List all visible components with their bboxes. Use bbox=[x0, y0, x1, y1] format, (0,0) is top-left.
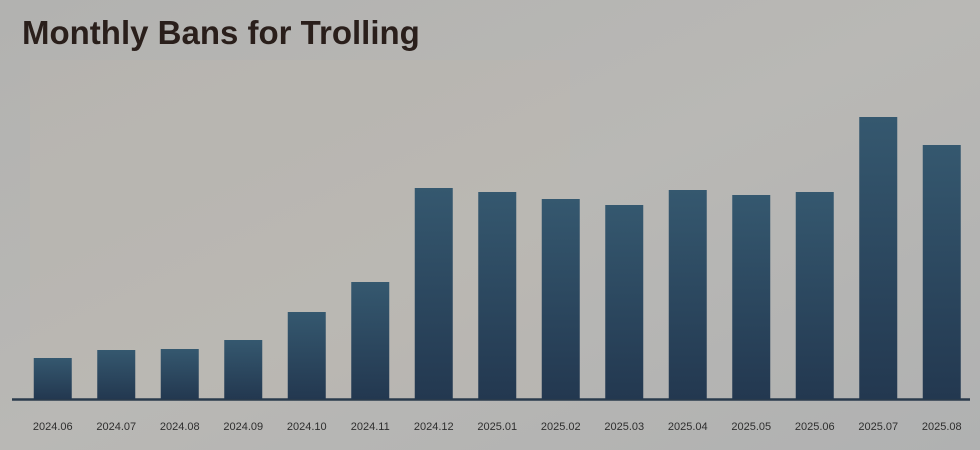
bar bbox=[97, 350, 136, 399]
x-tick-label: 2024.09 bbox=[223, 421, 263, 433]
x-tick-label: 2024.11 bbox=[351, 421, 390, 433]
x-tick-label: 2025.08 bbox=[922, 421, 962, 433]
bar bbox=[224, 340, 263, 399]
x-tick-label: 2024.12 bbox=[414, 421, 454, 433]
x-tick-label: 2025.05 bbox=[731, 421, 771, 433]
bar bbox=[287, 312, 326, 399]
bar bbox=[478, 192, 517, 399]
bar bbox=[414, 188, 453, 399]
bar bbox=[351, 282, 390, 399]
x-tick-label: 2025.06 bbox=[795, 421, 835, 433]
x-tick-label: 2024.07 bbox=[96, 421, 136, 433]
bar bbox=[668, 190, 707, 399]
x-tick-label: 2025.01 bbox=[477, 421, 517, 433]
bar bbox=[541, 199, 580, 399]
bar bbox=[922, 145, 961, 399]
bar bbox=[732, 195, 771, 399]
x-tick-label: 2024.10 bbox=[287, 421, 327, 433]
x-tick-label: 2025.04 bbox=[668, 421, 708, 433]
bar bbox=[160, 349, 199, 399]
x-tick-label: 2025.02 bbox=[541, 421, 581, 433]
bar bbox=[605, 205, 644, 399]
chart-title: Monthly Bans for Trolling bbox=[22, 14, 420, 51]
x-tick-label: 2024.06 bbox=[33, 421, 73, 433]
x-tick-label: 2025.07 bbox=[858, 421, 898, 433]
x-tick-label: 2024.08 bbox=[160, 421, 200, 433]
bar bbox=[795, 192, 834, 399]
x-tick-label: 2025.03 bbox=[604, 421, 644, 433]
bar bbox=[33, 358, 72, 399]
bar bbox=[859, 117, 898, 399]
